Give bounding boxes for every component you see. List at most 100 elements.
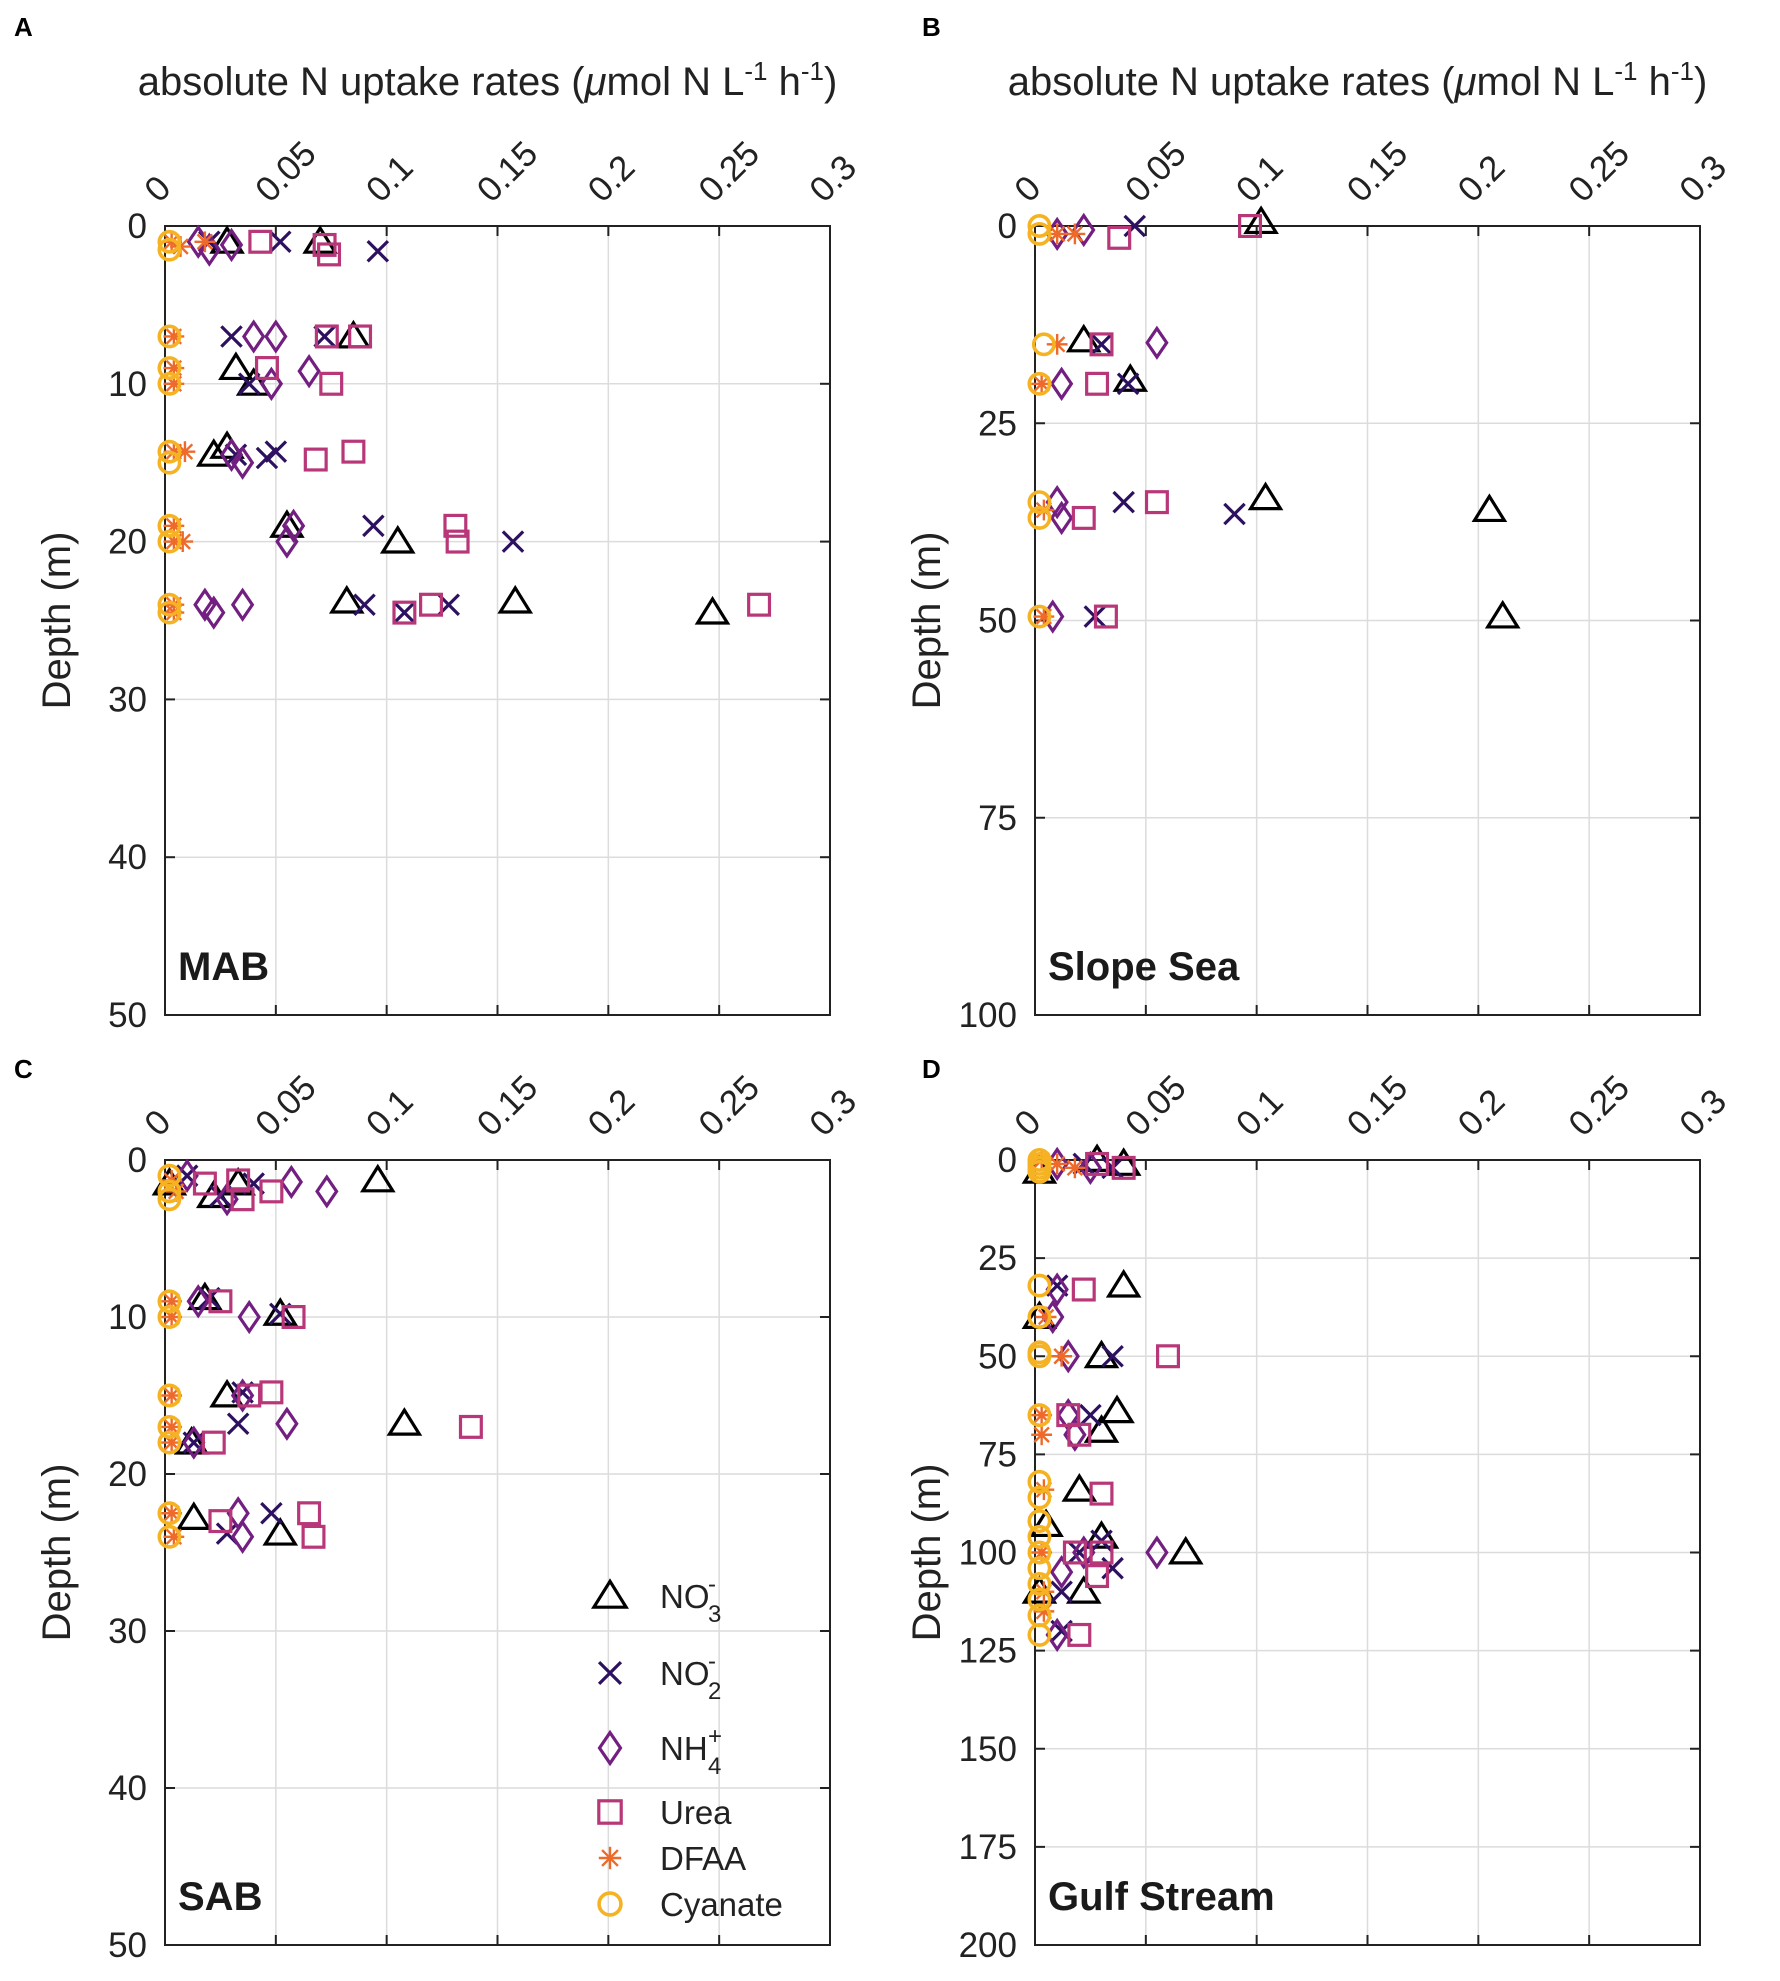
point-urea: [1107, 225, 1132, 250]
data-points: [1021, 1143, 1204, 1653]
point-urea: [1089, 332, 1114, 357]
point-cyanate: [157, 513, 182, 538]
point-nh4: [219, 227, 244, 263]
point-urea: [1067, 1622, 1092, 1647]
x-tick-label: 0.25: [691, 1068, 767, 1144]
point-nh4: [230, 587, 255, 622]
region-label: Gulf Stream: [1048, 1875, 1275, 1919]
legend-label-urea: Urea: [660, 1794, 732, 1831]
y-tick-label: 100: [959, 1534, 1017, 1573]
y-tick-label: 50: [108, 996, 147, 1035]
point-no2: [1123, 214, 1147, 238]
point-cyanate: [1027, 1469, 1052, 1494]
point-no3: [175, 1501, 212, 1530]
point-urea: [443, 513, 468, 538]
point-no2: [366, 239, 390, 263]
x-tick-label: 0: [1007, 1102, 1048, 1143]
data-points: [151, 1158, 483, 1554]
point-cyanate: [1027, 1509, 1052, 1534]
x-tick-label: 0: [137, 1102, 178, 1143]
y-tick-label: 40: [108, 1769, 147, 1808]
point-cyanate: [1027, 221, 1052, 246]
point-urea: [208, 1289, 233, 1314]
y-tick-label: 0: [128, 1141, 147, 1180]
point-no2: [226, 1412, 250, 1436]
point-urea: [319, 371, 344, 396]
point-cyanate: [1027, 1403, 1052, 1428]
point-nh4: [1078, 1150, 1103, 1185]
y-tick-label: 50: [108, 1926, 147, 1965]
point-no2: [1116, 372, 1140, 396]
point-cyanate: [1027, 1159, 1052, 1184]
x-tick-label: 0.3: [802, 148, 864, 210]
point-urea: [445, 529, 470, 554]
point-no3: [262, 1297, 299, 1326]
x-tick-label: 0.2: [1450, 148, 1512, 210]
x-tick-label: 0.05: [248, 134, 324, 210]
point-nh4: [1145, 325, 1169, 360]
x-tick-label: 0.25: [691, 134, 767, 210]
point-cyanate: [1027, 1273, 1052, 1298]
region-label: Slope Sea: [1048, 945, 1240, 989]
point-nh4: [182, 1425, 206, 1460]
region-label: MAB: [178, 945, 269, 989]
y-tick-label: 0: [998, 1141, 1017, 1180]
y-tick-label: 20: [108, 523, 147, 562]
x-axis-label: absolute N uptake rates (μmol N L-1 h-1): [1008, 56, 1708, 104]
point-nh4: [1045, 1617, 1069, 1653]
point-no3: [1083, 1414, 1120, 1443]
point-cyanate: [1027, 1622, 1052, 1647]
point-nh4: [219, 437, 244, 472]
x-tick-label: 0.05: [1118, 134, 1194, 210]
point-no2: [220, 325, 243, 348]
point-no2: [268, 230, 292, 254]
point-cyanate: [157, 1187, 182, 1212]
point-urea: [248, 229, 273, 254]
point-cyanate: [157, 229, 182, 254]
point-cyanate: [1027, 1540, 1052, 1565]
point-urea: [747, 592, 772, 617]
panel-letter-B: B: [922, 12, 941, 42]
point-nh4: [1049, 366, 1074, 401]
y-axis-label: Depth (m): [905, 1464, 949, 1642]
point-nh4: [275, 524, 299, 559]
x-tick-label: 0.1: [359, 1082, 421, 1144]
y-tick-label: 200: [959, 1926, 1017, 1965]
point-cyanate: [157, 600, 182, 625]
y-tick-label: 50: [978, 602, 1017, 641]
y-axis-label: Depth (m): [35, 1464, 79, 1642]
point-no2: [501, 530, 525, 553]
point-cyanate: [1027, 1344, 1052, 1369]
point-urea: [341, 439, 366, 464]
point-urea: [1071, 1277, 1096, 1302]
point-cyanate: [1027, 1571, 1052, 1596]
legend-marker-nh4: [597, 1729, 623, 1767]
point-nh4: [230, 1378, 255, 1413]
y-tick-label: 0: [998, 207, 1017, 246]
point-cyanate: [157, 324, 182, 349]
point-nh4: [281, 508, 306, 543]
point-no3: [1484, 599, 1521, 629]
grid: [165, 1160, 830, 1945]
y-tick-label: 75: [978, 799, 1017, 838]
y-tick-label: 50: [978, 1337, 1017, 1376]
legend-marker-dfaa: [598, 1846, 622, 1870]
point-cyanate: [1027, 1305, 1052, 1329]
point-no3: [1247, 481, 1284, 511]
x-tick-label: 0.2: [580, 148, 642, 210]
legend-label-dfaa: DFAA: [660, 1840, 746, 1877]
point-urea: [254, 356, 279, 381]
x-tick-label: 0.15: [470, 1068, 546, 1144]
point-nh4: [264, 319, 288, 354]
point-nh4: [1045, 485, 1069, 520]
point-urea: [314, 324, 339, 349]
point-urea: [201, 1430, 226, 1455]
point-no3: [269, 509, 305, 538]
point-urea: [1089, 1540, 1114, 1565]
point-cyanate: [157, 1524, 182, 1549]
point-cyanate: [157, 1305, 182, 1329]
point-nh4: [202, 595, 226, 630]
point-cyanate: [157, 1163, 182, 1188]
point-cyanate: [1027, 1587, 1052, 1612]
data-points: [157, 224, 772, 630]
